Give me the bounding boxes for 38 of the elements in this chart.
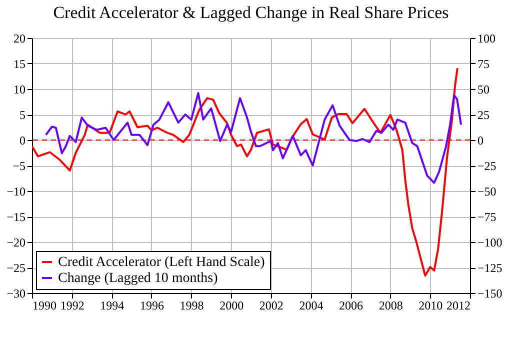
x-tick-label: 1992	[60, 298, 84, 312]
x-tick-label: 2012	[446, 298, 470, 312]
x-tick-label: 1996	[140, 298, 164, 312]
y2-tick-label: 100	[478, 32, 496, 46]
y-tick-label: 5	[20, 108, 26, 122]
y2-tick-label: 50	[478, 82, 490, 96]
y2-tick-label: 0	[478, 134, 484, 148]
y-tick-label: −30	[6, 286, 26, 300]
y-tick-label: −20	[6, 236, 26, 250]
y-tick-label: 10	[14, 82, 26, 96]
x-tick-label: 2006	[339, 298, 364, 312]
y2-tick-label: −125	[478, 261, 502, 275]
y-tick-label: −25	[6, 261, 26, 275]
y2-tick-label: −100	[478, 236, 502, 250]
x-tick-label: 2004	[299, 298, 324, 312]
y2-tick-label: −50	[478, 184, 496, 198]
line-series	[44, 92, 462, 184]
x-tick-label: 2002	[259, 298, 284, 312]
x-tick-label: 2010	[418, 298, 443, 312]
x-tick-label: 2008	[378, 298, 403, 312]
y2-tick-label: −75	[478, 210, 496, 224]
y2-tick-label: 75	[478, 57, 490, 71]
y-tick-label: 0	[20, 134, 26, 148]
chart-title: Credit Accelerator & Lagged Change in Real Share Prices	[53, 3, 449, 22]
y-tick-label: 20	[14, 32, 26, 46]
legend-label: Credit Accelerator (Left Hand Scale)	[58, 255, 266, 270]
y2-tick-label: −150	[478, 286, 502, 300]
legend-label: Change (Lagged 10 months)	[58, 271, 218, 286]
y-tick-label: −15	[6, 210, 26, 224]
y-tick-label: 15	[14, 57, 26, 71]
y-tick-label: −10	[6, 184, 26, 198]
x-tick-label: 1990	[32, 298, 56, 312]
y2-tick-label: −25	[478, 159, 496, 173]
x-tick-label: 1994	[100, 298, 124, 312]
y-tick-label: −5	[12, 159, 26, 173]
y2-tick-label: 25	[478, 108, 490, 122]
x-tick-label: 2000	[220, 298, 244, 312]
x-tick-label: 1998	[180, 298, 204, 312]
